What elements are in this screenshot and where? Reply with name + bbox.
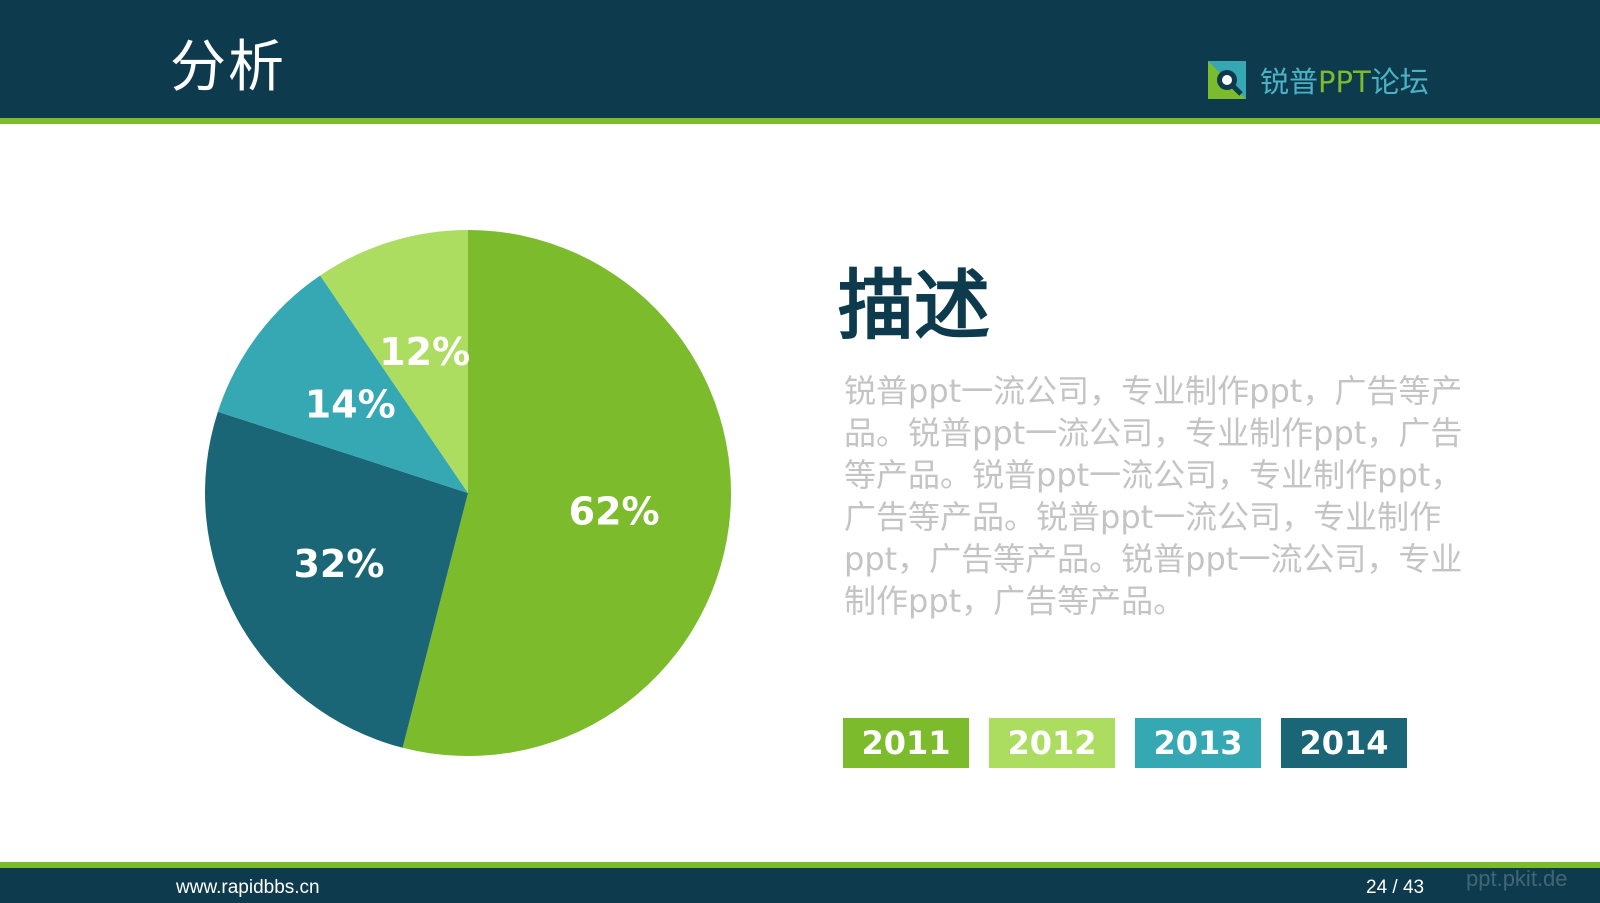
pie-slice-32pct [205, 411, 468, 748]
brand-name-part-1: 锐普 [1260, 65, 1319, 99]
legend-item-2011: 2011 [843, 718, 969, 768]
pie-chart-svg: 62% 32% 14% 12% [205, 230, 732, 756]
pie-slice-label: 32% [293, 542, 384, 586]
footer-accent-line [0, 862, 1600, 868]
footer-bar [0, 868, 1600, 903]
pie-slice-62pct [402, 230, 732, 756]
pie-slice-label: 14% [305, 383, 396, 427]
brand-name: 锐普PPT论坛 [1260, 59, 1429, 101]
page-title: 分析 [170, 35, 286, 100]
brand-name-part-2: PPT [1318, 65, 1371, 99]
description-text: 锐普ppt一流公司，专业制作ppt，广告等产品。锐普ppt一流公司，专业制作pp… [844, 372, 1463, 620]
watermark: ppt.pkit.de [1466, 866, 1568, 891]
brand-logo: 锐普PPT论坛 [1208, 60, 1429, 100]
brand-name-part-3: 论坛 [1370, 65, 1429, 99]
pie-chart: 62% 32% 14% 12% [200, 225, 760, 785]
pie-slice-label: 12% [379, 330, 470, 374]
legend-item-2013: 2013 [1135, 718, 1261, 768]
rapidppt-logo-icon [1208, 61, 1246, 99]
legend-item-2012: 2012 [989, 718, 1115, 768]
pie-slice-12pct [320, 230, 468, 493]
pie-slice-14pct [217, 275, 468, 493]
header-accent-line [0, 118, 1600, 124]
legend-item-2014: 2014 [1281, 718, 1407, 768]
chart-legend: 2011 2012 2013 2014 [843, 718, 1427, 768]
footer-url: www.rapidbbs.cn [176, 877, 320, 898]
header-bar [0, 0, 1600, 118]
description-title: 描述 [838, 261, 990, 350]
page-number: 24 / 43 [1366, 877, 1425, 898]
pie-slice-label: 62% [569, 489, 660, 533]
